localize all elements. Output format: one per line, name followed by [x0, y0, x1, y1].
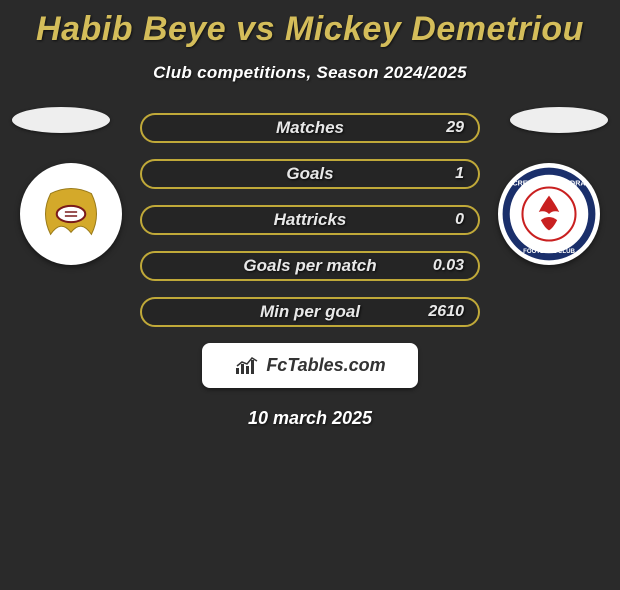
stat-label: Goals per match — [243, 256, 376, 276]
club-crest-right: CREWE ALEXANDRA FOOTBALL CLUB — [498, 163, 600, 265]
stat-label: Matches — [276, 118, 344, 138]
flag-right — [510, 107, 608, 133]
stat-row: Hattricks 0 — [140, 205, 480, 235]
page-title: Habib Beye vs Mickey Demetriou — [0, 10, 620, 49]
stat-value: 1 — [455, 165, 464, 183]
site-logo[interactable]: FcTables.com — [202, 343, 418, 388]
stat-value: 0 — [455, 211, 464, 229]
stat-value: 0.03 — [433, 257, 464, 275]
stat-value: 29 — [446, 119, 464, 137]
crest-left-icon — [20, 163, 122, 265]
stat-label: Goals — [286, 164, 333, 184]
stat-row: Min per goal 2610 — [140, 297, 480, 327]
flag-left — [12, 107, 110, 133]
chart-icon — [234, 356, 260, 376]
stat-row: Goals 1 — [140, 159, 480, 189]
stat-label: Hattricks — [274, 210, 347, 230]
date-label: 10 march 2025 — [0, 408, 620, 429]
subtitle: Club competitions, Season 2024/2025 — [0, 63, 620, 83]
club-crest-left — [20, 163, 122, 265]
stat-label: Min per goal — [260, 302, 360, 322]
comparison-panel: CREWE ALEXANDRA FOOTBALL CLUB Matches 29 G… — [0, 113, 620, 429]
stat-value: 2610 — [428, 303, 464, 321]
stat-row: Goals per match 0.03 — [140, 251, 480, 281]
site-logo-text: FcTables.com — [266, 355, 385, 376]
svg-text:FOOTBALL CLUB: FOOTBALL CLUB — [523, 248, 575, 255]
crest-right-icon: CREWE ALEXANDRA FOOTBALL CLUB — [498, 163, 600, 265]
stats-list: Matches 29 Goals 1 Hattricks 0 Goals per match… — [140, 113, 480, 327]
stat-row: Matches 29 — [140, 113, 480, 143]
svg-text:CREWE ALEXANDRA: CREWE ALEXANDRA — [513, 179, 586, 187]
